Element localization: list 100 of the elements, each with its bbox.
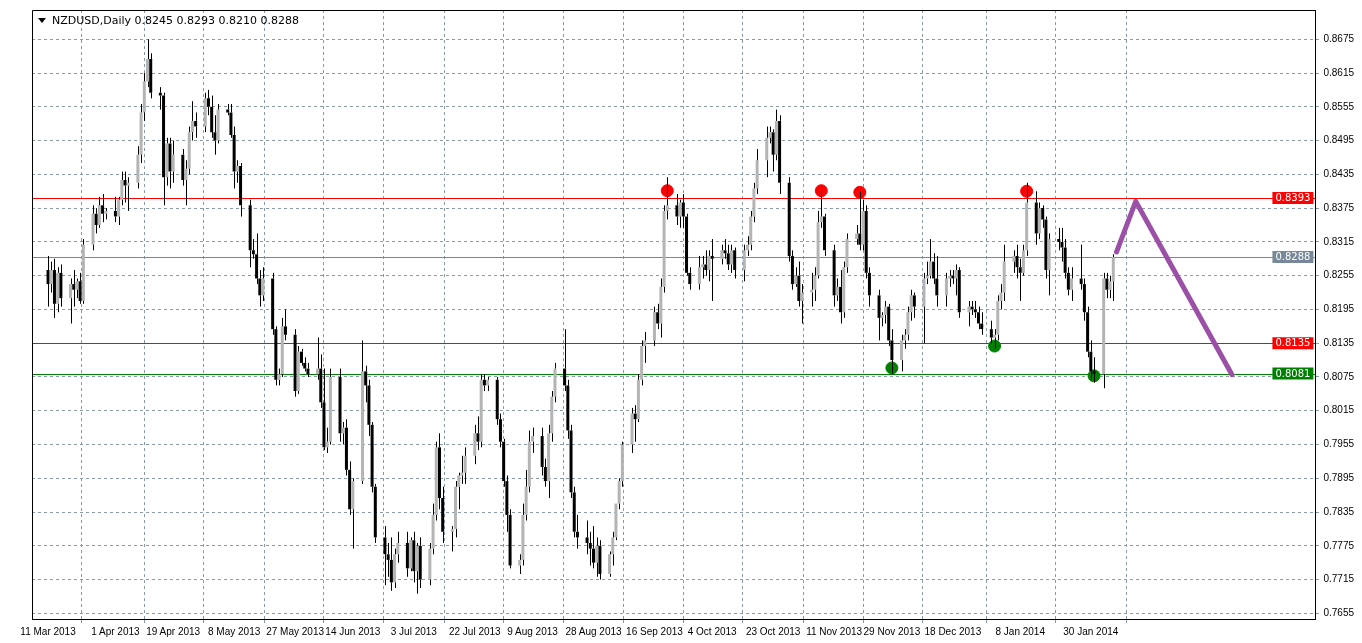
y-tick-label: 0.8675 <box>1323 33 1355 45</box>
candlestick <box>203 92 207 133</box>
x-tick-label: 22 Jul 2013 <box>448 625 502 637</box>
x-tick-label: 30 Jan 2014 <box>1063 625 1119 637</box>
x-tick-label: 4 Oct 2013 <box>687 625 738 637</box>
x-tick-label: 19 Apr 2013 <box>146 625 201 637</box>
candlestick <box>338 368 342 443</box>
candlestick <box>239 162 243 218</box>
y-tick-label: 0.8435 <box>1323 168 1355 180</box>
candlestick <box>598 539 602 581</box>
candlestick <box>415 542 419 595</box>
x-tick-label: 16 Sep 2013 <box>626 625 684 637</box>
candlestick <box>922 272 926 344</box>
candlestick <box>168 137 172 189</box>
candlestick <box>720 244 724 265</box>
candlestick <box>944 272 948 308</box>
candlestick <box>591 525 595 569</box>
y-tick-label: 0.7655 <box>1323 607 1355 619</box>
candlestick <box>405 531 409 578</box>
candlestick <box>1012 249 1016 274</box>
x-tick-label: 8 May 2013 <box>208 625 261 637</box>
candlestick <box>765 126 769 178</box>
candlestick <box>877 289 881 341</box>
candlestick <box>1102 272 1106 389</box>
candlestick <box>900 334 904 372</box>
y-tick-label: 0.8315 <box>1323 235 1355 247</box>
candlestick <box>858 190 862 251</box>
candlestick <box>300 348 304 367</box>
x-tick-label: 18 Dec 2013 <box>924 625 982 637</box>
candlestick <box>957 266 961 319</box>
candlestick <box>710 238 714 302</box>
candlestick <box>389 536 393 592</box>
x-tick-label: 28 Aug 2013 <box>565 625 623 637</box>
y-tick-label: 0.8015 <box>1323 404 1355 416</box>
point <box>1020 184 1034 198</box>
candlestick <box>771 128 775 173</box>
point <box>853 185 867 199</box>
candlestick <box>293 328 297 398</box>
candlestick <box>94 207 98 234</box>
candlestick <box>412 531 416 583</box>
y-tick-label: 0.7775 <box>1323 539 1355 551</box>
chart-title: NZDUSD,Daily 0.8245 0.8293 0.8210 0.8288 <box>52 14 300 27</box>
y-tick-label: 0.8615 <box>1323 66 1355 78</box>
candlestick <box>181 148 185 187</box>
y-tick-label: 0.8255 <box>1323 269 1355 281</box>
candlestick <box>652 306 656 347</box>
candlestick <box>194 111 198 139</box>
candlestick <box>81 238 85 305</box>
candlestick <box>742 244 746 282</box>
y-tick-label: 0.7895 <box>1323 472 1355 484</box>
ref-line-label: 0.8081 <box>1275 367 1311 379</box>
candlestick <box>656 303 660 330</box>
candlestick <box>729 244 733 274</box>
candlestick <box>97 196 101 229</box>
y-tick-label: 0.8495 <box>1323 134 1355 146</box>
candlestick <box>832 244 836 308</box>
candlestick <box>476 415 480 451</box>
candlestick <box>675 193 679 226</box>
x-tick-label: 3 Jul 2013 <box>390 625 438 637</box>
y-tick-label: 0.8195 <box>1323 303 1355 315</box>
candlestick <box>91 204 95 251</box>
candlestick <box>473 424 477 465</box>
candlestick <box>989 320 993 344</box>
candlestick <box>171 140 175 184</box>
candlestick <box>69 277 72 325</box>
y-tick-label: 0.7715 <box>1323 573 1355 585</box>
candlestick <box>1034 190 1038 246</box>
candlestick <box>261 266 265 302</box>
y-tick-label: 0.8075 <box>1323 370 1355 382</box>
x-tick-label: 27 May 2013 <box>266 625 325 637</box>
y-tick-label: 0.7835 <box>1323 505 1355 517</box>
x-tick-label: 23 Oct 2013 <box>745 625 801 637</box>
x-tick-label: 1 Apr 2013 <box>91 625 141 637</box>
candlestick <box>630 407 634 454</box>
x-tick-label: 11 Nov 2013 <box>806 625 863 637</box>
candlestick <box>704 249 708 277</box>
candlestick <box>463 446 467 485</box>
candlestick <box>101 193 105 223</box>
x-tick-label: 14 Jun 2013 <box>325 625 381 637</box>
x-tick-label: 9 Aug 2013 <box>507 625 559 637</box>
candlestick <box>1111 253 1115 302</box>
candlestick <box>1057 227 1061 251</box>
candlestick <box>126 176 130 212</box>
candlestick <box>935 255 939 308</box>
point <box>988 339 1002 353</box>
candlestick <box>113 196 117 223</box>
ref-line-label: 0.8393 <box>1275 192 1311 204</box>
candlestick <box>1070 266 1074 302</box>
candlestick <box>810 272 814 308</box>
ref-line-label: 0.8135 <box>1275 337 1311 349</box>
candlestick <box>360 339 364 485</box>
candlestick <box>104 207 108 220</box>
candlestick <box>383 525 387 586</box>
x-tick-label: 8 Jan 2014 <box>995 625 1046 637</box>
y-tick-label: 0.8135 <box>1323 336 1355 348</box>
candlestick <box>479 373 483 448</box>
candlestick <box>72 269 76 308</box>
candlestick <box>248 199 252 268</box>
candlestick <box>52 258 56 319</box>
y-tick-label: 0.8555 <box>1323 100 1355 112</box>
